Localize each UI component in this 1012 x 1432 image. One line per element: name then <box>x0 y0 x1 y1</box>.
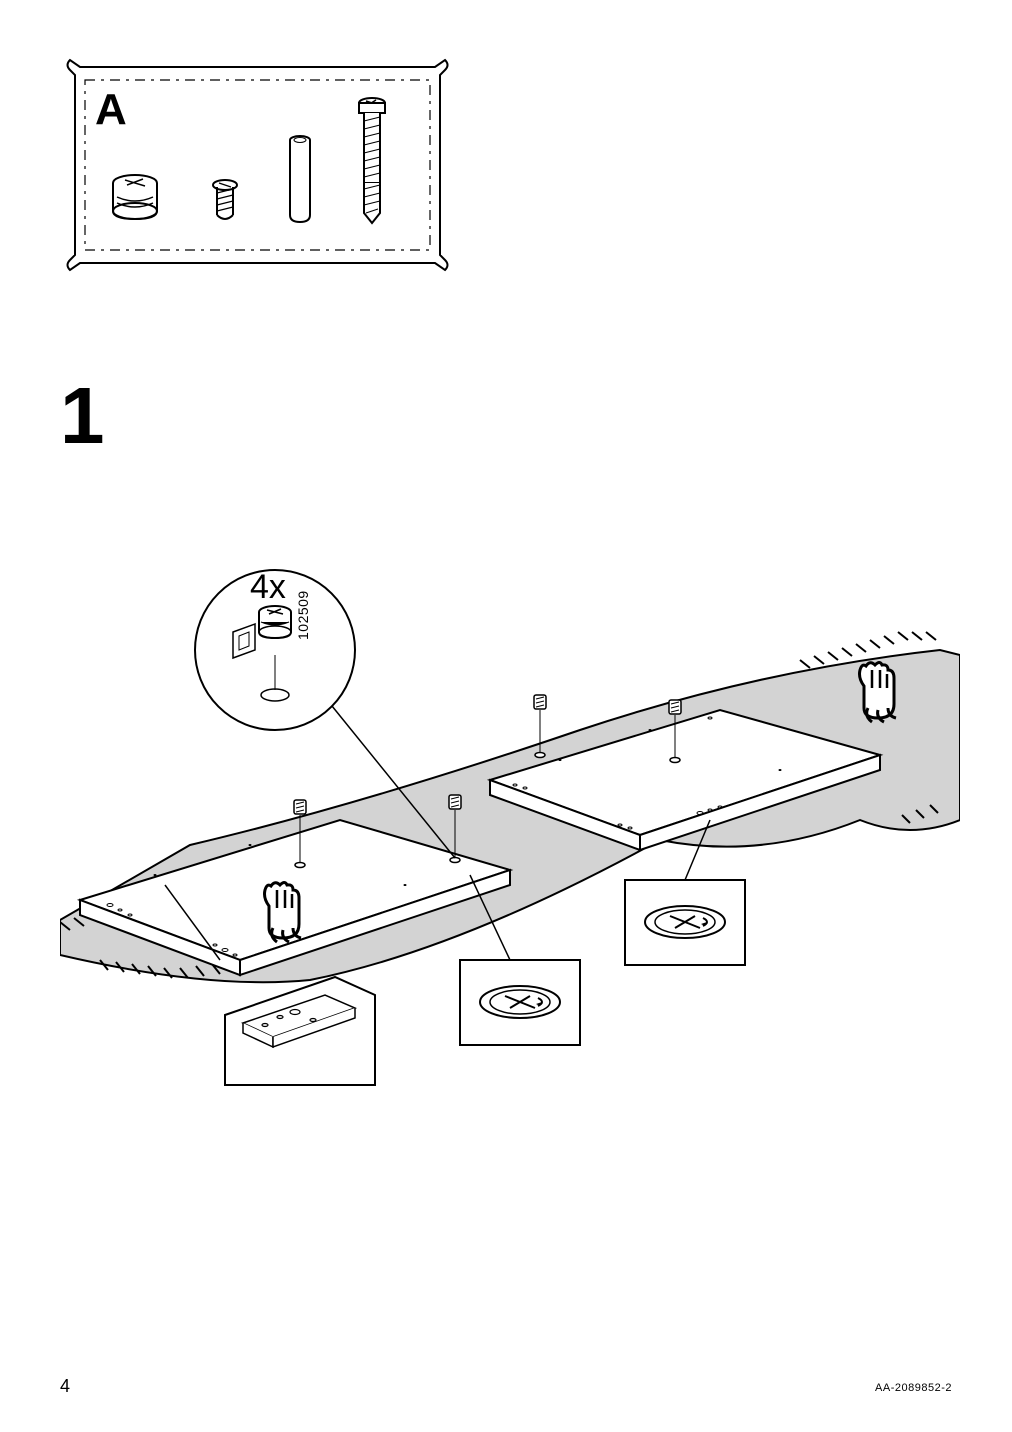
callout-count: 4x <box>250 568 286 607</box>
step-number: 1 <box>60 370 105 462</box>
hand-press-icon <box>860 663 897 723</box>
bag-label: A <box>95 85 127 135</box>
callout-part-number: 102509 <box>295 590 311 640</box>
instruction-page: A 1 <box>0 0 1012 1432</box>
hand-press-icon <box>265 883 302 943</box>
page-number: 4 <box>60 1376 70 1397</box>
document-id: AA-2089852-2 <box>875 1382 952 1394</box>
step-illustration <box>60 560 960 1180</box>
